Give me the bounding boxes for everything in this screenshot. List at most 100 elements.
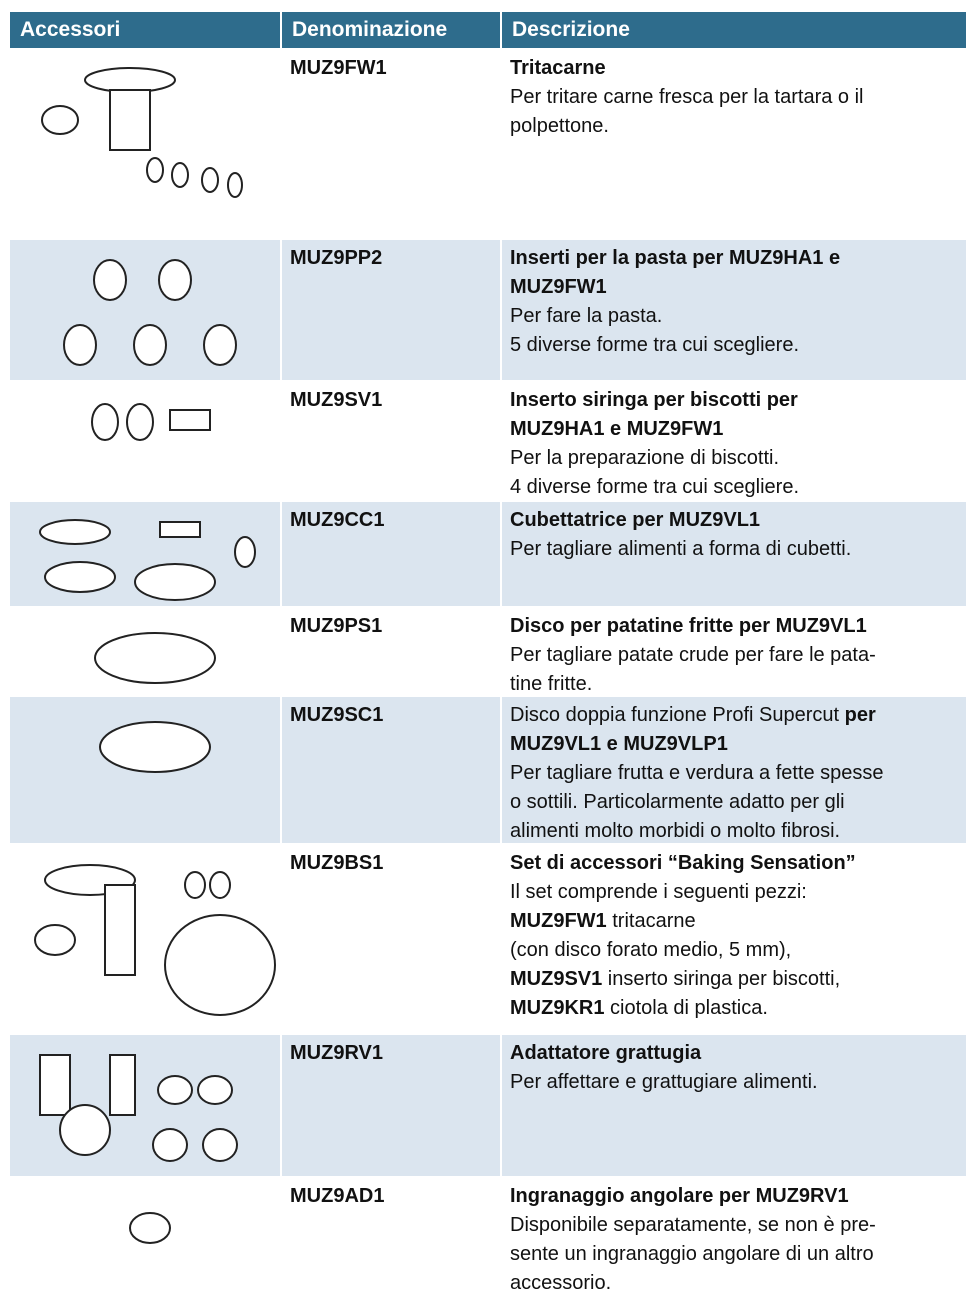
illustration-shape xyxy=(133,324,167,366)
illustration-shape xyxy=(157,1075,193,1105)
description-line: Per tagliare frutta e verdura a fette sp… xyxy=(510,759,966,788)
text-run: Ingranaggio angolare per MUZ9RV1 xyxy=(510,1185,849,1207)
description-line: sente un ingranaggio angolare di un altr… xyxy=(510,1240,966,1269)
text-run: sente un ingranaggio angolare di un altr… xyxy=(510,1243,874,1265)
description-line: Il set comprende i seguenti pezzi: xyxy=(510,878,966,907)
product-code: MUZ9CC1 xyxy=(282,502,500,606)
product-code: MUZ9SV1 xyxy=(290,389,383,411)
illustration-shape xyxy=(39,519,111,545)
accessory-image-cell xyxy=(10,240,280,380)
description-line: Per tagliare alimenti a forma di cubetti… xyxy=(510,535,966,564)
accessory-illustration xyxy=(39,519,256,601)
illustration-shape xyxy=(197,1075,233,1105)
text-run: Il set comprende i seguenti pezzi: xyxy=(510,881,807,903)
product-code: MUZ9SC1 xyxy=(282,697,500,843)
description-line: 5 diverse forme tra cui scegliere. xyxy=(510,331,966,360)
illustration-shape xyxy=(234,536,256,568)
text-run: Per la preparazione di biscotti. xyxy=(510,447,780,469)
illustration-shape xyxy=(84,67,176,93)
column-header: Denominazione xyxy=(282,12,500,48)
description-line: 4 diverse forme tra cui scegliere. xyxy=(510,473,966,502)
description-line: Disponibile separatamente, se non è pre- xyxy=(510,1211,966,1240)
description: Set di accessori “Baking Sensation” Il se… xyxy=(502,845,966,1033)
product-code: MUZ9RV1 xyxy=(282,1035,500,1176)
description-line: Per affettare e grattugiare alimenti. xyxy=(510,1068,966,1097)
description-line: MUZ9SV1 inserto siringa per biscotti, xyxy=(510,965,966,994)
accessory-image-cell xyxy=(10,502,280,606)
illustration-shape xyxy=(134,563,216,601)
column-header: Descrizione xyxy=(502,12,966,48)
illustration-shape xyxy=(209,871,231,899)
accessory-illustration xyxy=(91,403,211,441)
text-run: MUZ9FW1 xyxy=(510,276,607,298)
text-run: Set di accessori “Baking Sensation” xyxy=(510,852,856,874)
description-line: Per fare la pasta. xyxy=(510,302,966,331)
text-run: MUZ9VL1 e MUZ9VLP1 xyxy=(510,733,728,755)
text-run: accessorio. xyxy=(510,1272,612,1290)
text-run: polpettone. xyxy=(510,115,609,137)
text-run: Inserti per la pasta per MUZ9HA1 e xyxy=(510,247,841,269)
text-run: tritacarne xyxy=(606,910,696,932)
text-run: MUZ9KR1 xyxy=(510,997,605,1019)
illustration-shape xyxy=(184,871,206,899)
description: Inserto siringa per biscotti per MUZ9HA1 … xyxy=(502,382,966,500)
column-header: Accessori xyxy=(10,12,280,48)
text-run: Per tagliare frutta e verdura a fette sp… xyxy=(510,762,884,784)
description: Adattatore grattugia Per affettare e grat… xyxy=(502,1035,966,1176)
description-line: Inserto siringa per biscotti per xyxy=(510,386,966,415)
illustration-shape xyxy=(146,157,164,183)
description-line: MUZ9FW1 xyxy=(510,273,966,302)
illustration-shape xyxy=(129,1212,171,1244)
accessory-illustration xyxy=(129,1212,171,1244)
product-code: MUZ9BS1 xyxy=(290,852,384,874)
text-run: o sottili. Particolarmente adatto per gl… xyxy=(510,791,845,813)
text-run: Inserto siringa per biscotti per xyxy=(510,389,798,411)
text-run: per xyxy=(844,704,876,726)
accessory-illustration xyxy=(34,864,276,1016)
illustration-shape xyxy=(158,259,192,301)
description-line: Per tagliare patate crude per fare le pa… xyxy=(510,641,966,670)
accessory-illustration xyxy=(94,632,216,684)
text-run: MUZ9FW1 xyxy=(510,910,607,932)
illustration-shape xyxy=(126,403,154,441)
description-line: Set di accessori “Baking Sensation” xyxy=(510,849,966,878)
description-line: (con disco forato medio, 5 mm), xyxy=(510,936,966,965)
text-run: MUZ9SV1 xyxy=(510,968,603,990)
text-run: (con disco forato medio, 5 mm), xyxy=(510,939,792,961)
description-line: Per tritare carne fresca per la tartara … xyxy=(510,83,966,112)
text-run: Per affettare e grattugiare alimenti. xyxy=(510,1071,818,1093)
illustration-shape xyxy=(104,884,136,976)
description-line: MUZ9KR1 ciotola di plastica. xyxy=(510,994,966,1023)
description: Disco doppia funzione Profi Supercut per… xyxy=(502,697,966,843)
text-run: Per fare la pasta. xyxy=(510,305,663,327)
illustration-shape xyxy=(93,259,127,301)
product-code: MUZ9PS1 xyxy=(290,615,383,637)
description-line: Disco per patatine fritte per MUZ9VL1 xyxy=(510,612,966,641)
description-line: alimenti molto morbidi o molto fibrosi. xyxy=(510,817,966,846)
text-run: Per tagliare alimenti a forma di cubetti… xyxy=(510,538,852,560)
text-run: Disponibile separatamente, se non è pre- xyxy=(510,1214,876,1236)
text-run: Adattatore grattugia xyxy=(510,1042,702,1064)
text-run: ciotola di plastica. xyxy=(604,997,768,1019)
accessory-illustration xyxy=(63,259,237,366)
illustration-shape xyxy=(59,1104,111,1156)
accessory-image-cell xyxy=(10,1035,280,1176)
illustration-shape xyxy=(171,162,189,188)
accessory-image-cell xyxy=(10,697,280,843)
product-code: MUZ9AD1 xyxy=(290,1185,385,1207)
description: Disco per patatine fritte per MUZ9VL1 Per… xyxy=(502,608,966,695)
accessory-illustration xyxy=(41,67,243,198)
description: Cubettatrice per MUZ9VL1 Per tagliare ali… xyxy=(502,502,966,606)
illustration-shape xyxy=(169,409,211,431)
accessory-image-cell xyxy=(10,1178,280,1290)
illustration-shape xyxy=(41,105,79,135)
text-run: 5 diverse forme tra cui scegliere. xyxy=(510,334,800,356)
accessory-image-cell xyxy=(10,608,280,695)
description-line: MUZ9FW1 tritacarne xyxy=(510,907,966,936)
accessory-image-cell xyxy=(10,845,280,1033)
text-run: alimenti molto morbidi o molto fibrosi. xyxy=(510,820,841,842)
description-line: o sottili. Particolarmente adatto per gl… xyxy=(510,788,966,817)
text-run: 4 diverse forme tra cui scegliere. xyxy=(510,476,800,498)
text-run: Per tagliare patate crude per fare le pa… xyxy=(510,644,876,666)
